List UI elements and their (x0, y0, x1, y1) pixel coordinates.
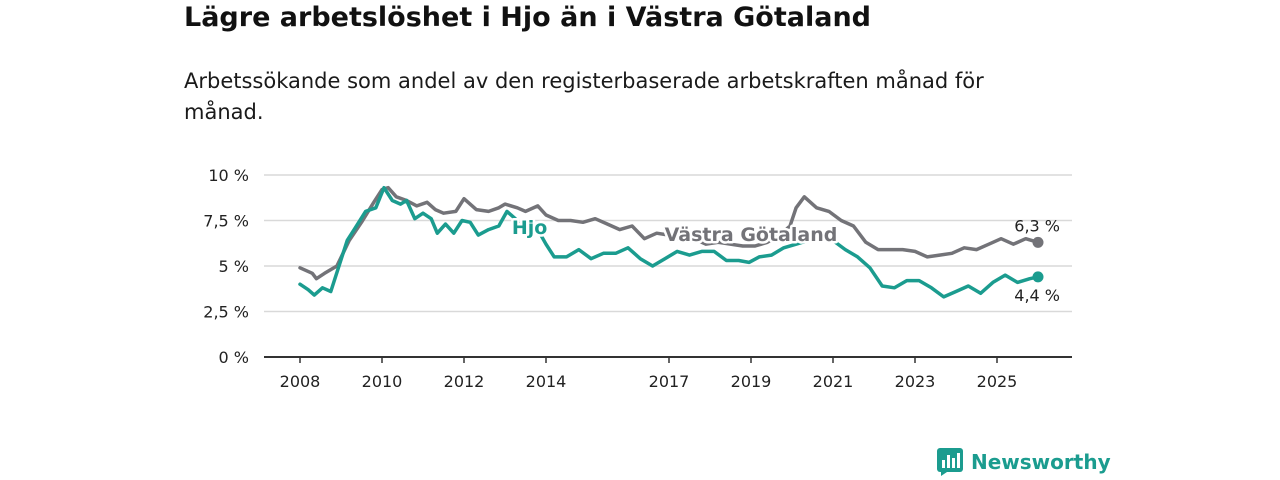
x-tick-label: 2025 (977, 372, 1018, 391)
line-chart: 0 % 2,5 % 5 % 7,5 % 10 % 2008 2010 2012 2014 2017… (203, 166, 1072, 391)
series-annotation-label: Västra Götaland (665, 224, 838, 246)
y-tick-label: 0 % (219, 348, 249, 367)
series-end-label: 6,3 % (1014, 216, 1060, 235)
x-tick-label: 2021 (813, 372, 854, 391)
x-tick-label: 2010 (362, 372, 403, 391)
x-tick-label: 2012 (444, 372, 485, 391)
series-line-hjo (298, 185, 1040, 299)
x-tick-label: 2014 (526, 372, 567, 391)
brand-logo[interactable]: Newsworthy (937, 448, 1111, 476)
series-end-label: 4,4 % (1014, 286, 1060, 305)
x-tick-label: 2008 (280, 372, 321, 391)
chart-title: Lägre arbetslöshet i Hjo än i Västra Göt… (184, 2, 872, 33)
x-tick-label: 2023 (895, 372, 936, 391)
bar-chart-logo-icon (937, 448, 963, 476)
y-tick-label: 5 % (219, 257, 249, 276)
series-annotation-label: Hjo (512, 217, 547, 239)
chart-subtitle: Arbetssökande som andel av den registerb… (184, 69, 984, 124)
series-end-marker (1032, 236, 1044, 248)
x-tick-label: 2019 (731, 372, 772, 391)
series-end-marker (1032, 271, 1044, 283)
y-tick-label: 2,5 % (203, 303, 249, 322)
x-tick-label: 2017 (649, 372, 690, 391)
y-tick-label: 7,5 % (203, 212, 249, 231)
brand-name: Newsworthy (971, 450, 1111, 474)
y-tick-label: 10 % (208, 166, 249, 185)
